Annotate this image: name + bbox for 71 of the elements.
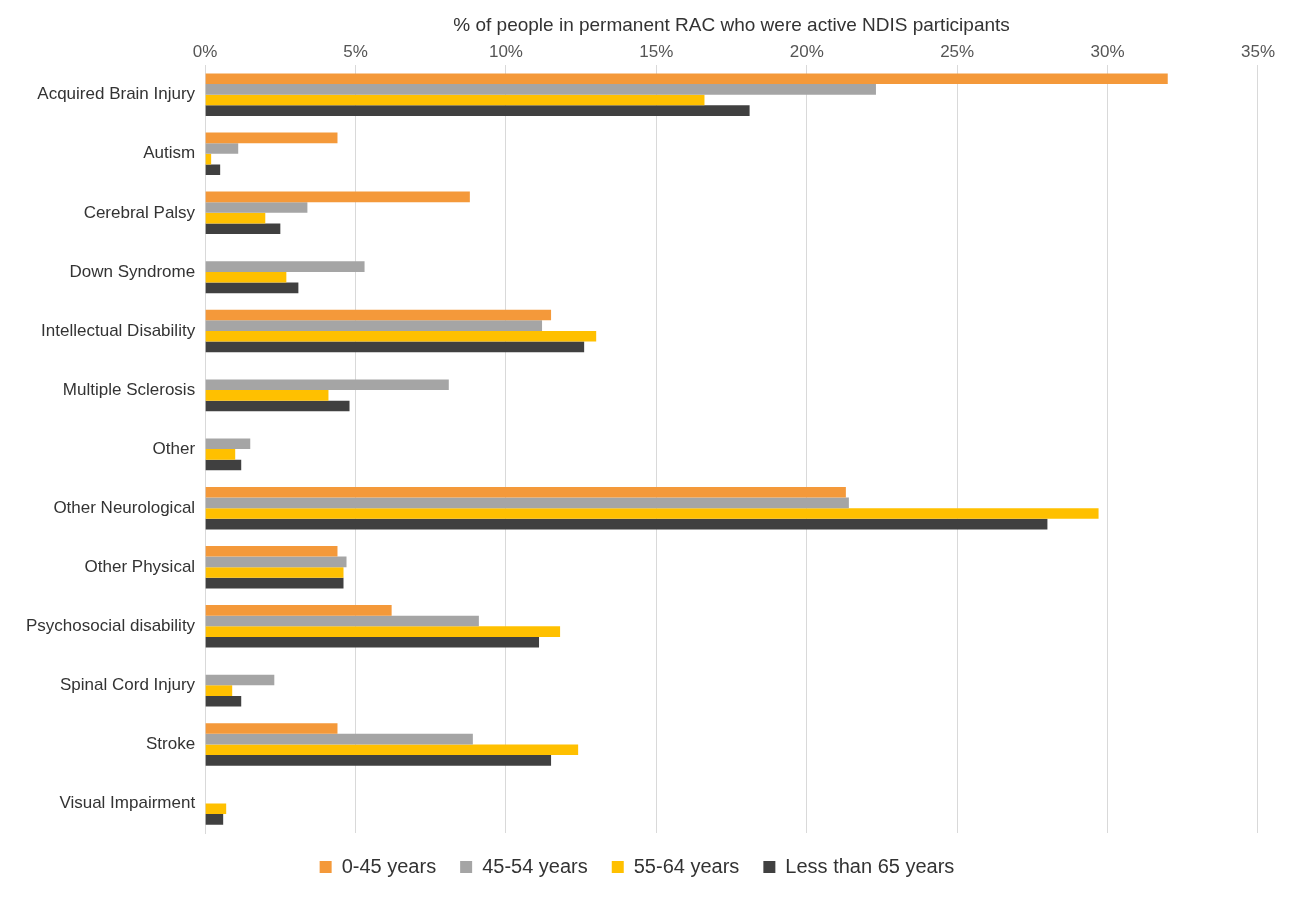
bar <box>205 755 552 766</box>
bar <box>205 73 1168 85</box>
bar <box>205 438 251 450</box>
y-tick-label: Psychosocial disability <box>25 615 196 635</box>
x-tick-label: 5% <box>343 41 368 61</box>
bar <box>205 94 705 106</box>
bar <box>205 341 585 353</box>
x-tick-label: 20% <box>789 41 824 61</box>
bar <box>205 733 473 745</box>
bar <box>205 271 287 283</box>
bar <box>205 695 242 707</box>
bar <box>205 105 750 116</box>
legend-label: 55-64 years <box>633 854 740 877</box>
x-tick-label: 0% <box>192 41 218 61</box>
bar <box>205 202 308 213</box>
y-tick-label: Stroke <box>145 734 196 754</box>
bar <box>205 212 266 224</box>
bar <box>205 390 329 401</box>
bar <box>205 497 849 509</box>
y-tick-label: Other Physical <box>84 556 196 576</box>
x-tick-label: 15% <box>639 41 674 61</box>
y-tick-label: Cerebral Palsy <box>83 202 196 222</box>
legend-label: Less than 65 years <box>785 854 955 877</box>
bar <box>205 605 392 616</box>
bar <box>205 626 561 637</box>
bar <box>205 518 1048 530</box>
x-tick-label: 25% <box>940 41 975 61</box>
y-tick-label: Acquired Brain Injury <box>37 84 196 104</box>
bar <box>205 636 540 648</box>
bar <box>205 191 470 203</box>
bar <box>205 143 239 154</box>
y-tick-label: Visual Impairment <box>59 793 196 813</box>
bar <box>205 556 347 568</box>
bar <box>205 309 552 321</box>
bar <box>205 330 597 342</box>
bar <box>205 261 365 272</box>
y-tick-label: Down Syndrome <box>69 261 196 281</box>
bar <box>205 449 236 460</box>
bar <box>205 223 281 235</box>
x-tick-label: 30% <box>1090 41 1125 61</box>
legend-label: 45-54 years <box>482 854 588 877</box>
y-tick-label: Other Neurological <box>53 497 196 517</box>
bar <box>205 545 338 557</box>
bar <box>205 685 233 696</box>
bar <box>205 615 479 627</box>
bar <box>205 164 221 176</box>
x-axis-title: % of people in permanent RAC who were active NDIS participants <box>453 13 1010 35</box>
bar <box>205 84 876 95</box>
bar <box>205 567 344 578</box>
bar <box>205 320 543 331</box>
bar <box>205 723 338 734</box>
y-tick-label: Spinal Cord Injury <box>60 675 196 695</box>
y-tick-label: Intellectual Disability <box>41 320 196 340</box>
bar <box>205 577 344 589</box>
bar <box>205 459 242 471</box>
bar <box>205 379 449 391</box>
bar <box>205 508 1099 519</box>
bar <box>205 282 299 294</box>
x-tick-label: 10% <box>488 41 523 61</box>
bar <box>205 803 227 815</box>
bar <box>205 674 275 686</box>
bar <box>205 814 224 825</box>
y-tick-label: Other <box>152 438 196 458</box>
bar <box>205 744 579 756</box>
bar <box>205 132 338 144</box>
x-tick-label: 35% <box>1240 41 1275 61</box>
legend-label: 0-45 years <box>341 854 437 877</box>
bar <box>205 486 846 498</box>
y-tick-label: Multiple Sclerosis <box>62 379 196 399</box>
y-tick-label: Autism <box>143 143 196 163</box>
bar <box>205 400 350 412</box>
